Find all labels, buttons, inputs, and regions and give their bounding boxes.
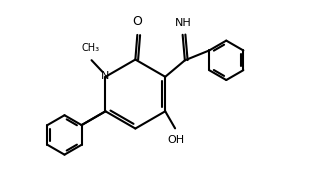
Text: N: N bbox=[101, 71, 110, 81]
Text: OH: OH bbox=[167, 135, 185, 145]
Text: O: O bbox=[132, 15, 142, 28]
Text: NH: NH bbox=[175, 18, 192, 28]
Text: CH₃: CH₃ bbox=[82, 43, 100, 53]
